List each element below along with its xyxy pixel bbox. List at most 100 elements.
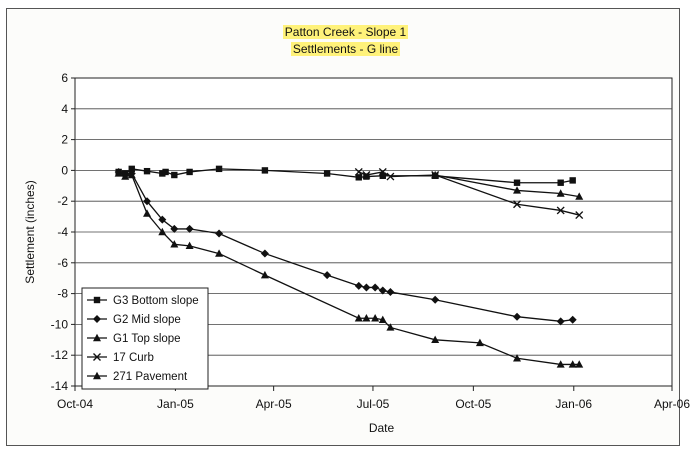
data-point-g2-mid-slope xyxy=(143,197,152,206)
y-tick-label: 4 xyxy=(61,102,68,116)
data-point-17-curb xyxy=(386,172,395,181)
data-point-g2-mid-slope xyxy=(323,271,332,280)
y-tick-label: -6 xyxy=(57,256,68,270)
x-tick-label: Apr-06 xyxy=(654,397,690,411)
data-point-g2-mid-slope xyxy=(431,295,440,304)
data-point-g3-bottom-slope xyxy=(379,172,386,179)
data-point-g1-top-slope xyxy=(143,209,152,217)
data-point-g1-top-slope xyxy=(386,323,395,331)
legend-marker-g1-top-slope xyxy=(93,333,101,342)
data-point-g3-bottom-slope xyxy=(159,170,166,177)
x-tick-label: Apr-05 xyxy=(256,397,292,411)
data-point-g3-bottom-slope xyxy=(128,165,135,173)
data-point-g2-mid-slope xyxy=(556,317,565,326)
legend-marker-17-curb xyxy=(93,353,101,361)
legend-label-g3-bottom-slope: G3 Bottom slope xyxy=(113,295,199,307)
data-point-g3-bottom-slope xyxy=(186,168,193,176)
data-point-17-curb xyxy=(513,200,522,209)
data-point-271-pavement xyxy=(556,189,565,197)
data-point-g2-mid-slope xyxy=(215,229,224,238)
data-point-g2-mid-slope xyxy=(513,312,522,321)
data-point-17-curb xyxy=(354,167,363,176)
x-axis-title: Date xyxy=(369,421,395,435)
data-point-g2-mid-slope xyxy=(568,315,577,324)
data-point-g2-mid-slope xyxy=(354,281,363,290)
data-point-g3-bottom-slope xyxy=(215,165,223,173)
data-point-g1-top-slope xyxy=(513,354,522,362)
data-point-271-pavement xyxy=(513,186,522,194)
data-point-271-pavement xyxy=(575,192,584,200)
data-point-g2-mid-slope xyxy=(371,283,380,292)
data-point-g3-bottom-slope xyxy=(513,179,521,186)
legend: G3 Bottom slope G2 Mid slope G1 Top slope 1… xyxy=(81,287,209,390)
x-tick-label: Oct-05 xyxy=(455,397,491,411)
data-point-g1-top-slope xyxy=(215,249,224,257)
data-point-g3-bottom-slope xyxy=(162,168,169,176)
data-point-g2-mid-slope xyxy=(170,224,179,233)
series-g1-top-slope xyxy=(114,169,584,368)
data-point-g3-bottom-slope xyxy=(363,173,370,180)
data-point-g2-mid-slope xyxy=(260,249,269,258)
legend-label-17-curb: 17 Curb xyxy=(113,352,154,364)
chart-title: Patton Creek - Slope 1 xyxy=(282,25,409,39)
y-tick-label: -4 xyxy=(57,225,68,239)
series-line-17-curb xyxy=(358,171,580,216)
series-line-271-pavement xyxy=(435,174,580,198)
x-tick-label: Jan-06 xyxy=(555,397,592,411)
data-point-g3-bottom-slope xyxy=(143,167,151,175)
chart-title-line: Patton Creek - Slope 1 xyxy=(0,25,691,39)
data-point-17-curb xyxy=(362,171,371,180)
data-point-g1-top-slope xyxy=(354,314,363,322)
data-point-g3-bottom-slope xyxy=(171,171,178,179)
y-tick-label: -2 xyxy=(57,194,68,208)
data-point-g3-bottom-slope xyxy=(569,177,576,184)
data-point-g3-bottom-slope xyxy=(355,174,362,181)
data-point-g1-top-slope xyxy=(371,314,380,322)
data-point-g1-top-slope xyxy=(378,315,387,323)
y-tick-label: 0 xyxy=(61,163,68,177)
data-point-g1-top-slope xyxy=(260,270,269,279)
x-tick-label: Oct-04 xyxy=(57,397,93,411)
data-point-17-curb xyxy=(378,167,387,176)
data-point-g1-top-slope xyxy=(431,335,440,343)
y-tick-label: -8 xyxy=(57,287,68,301)
data-point-g1-top-slope xyxy=(114,169,123,177)
x-tick-label: Jul-05 xyxy=(357,397,390,411)
data-point-g1-top-slope xyxy=(362,314,371,322)
data-point-g1-top-slope xyxy=(170,240,179,248)
series-271-pavement xyxy=(431,170,584,200)
data-point-g1-top-slope xyxy=(127,170,136,179)
y-tick-label: -14 xyxy=(51,379,69,393)
legend-marker-g3-bottom-slope xyxy=(93,296,101,304)
legend-label-271-pavement: 271 Pavement xyxy=(113,371,188,383)
data-point-g1-top-slope xyxy=(121,172,130,180)
chart-subtitle-line: Settlements - G line xyxy=(0,42,691,56)
chart-subtitle: Settlements - G line xyxy=(290,42,401,56)
data-point-g1-top-slope xyxy=(158,227,167,236)
data-point-g1-top-slope xyxy=(568,360,577,368)
data-point-g1-top-slope xyxy=(185,241,194,250)
data-point-g1-top-slope xyxy=(575,360,584,368)
data-point-g1-top-slope xyxy=(475,338,484,347)
y-tick-label: 2 xyxy=(61,133,68,147)
data-point-271-pavement xyxy=(431,170,440,179)
data-point-g3-bottom-slope xyxy=(323,170,331,177)
data-point-g2-mid-slope xyxy=(185,224,194,233)
legend-label-g2-mid-slope: G2 Mid slope xyxy=(113,314,181,326)
data-point-g1-top-slope xyxy=(556,360,565,368)
data-point-g2-mid-slope xyxy=(378,286,387,295)
data-point-17-curb xyxy=(556,206,565,215)
data-point-g3-bottom-slope xyxy=(261,167,269,174)
y-tick-label: -12 xyxy=(51,348,69,362)
data-point-17-curb xyxy=(575,211,584,220)
y-tick-label: 6 xyxy=(61,71,68,85)
data-point-g2-mid-slope xyxy=(362,283,371,292)
y-tick-label: -10 xyxy=(51,317,69,331)
x-tick-label: Jan-05 xyxy=(157,397,194,411)
data-point-g2-mid-slope xyxy=(158,215,167,224)
y-axis-title: Settlement (inches) xyxy=(23,180,37,283)
data-point-g3-bottom-slope xyxy=(557,179,564,186)
legend-label-g1-top-slope: G1 Top slope xyxy=(113,333,181,345)
legend-marker-g2-mid-slope xyxy=(93,315,101,323)
